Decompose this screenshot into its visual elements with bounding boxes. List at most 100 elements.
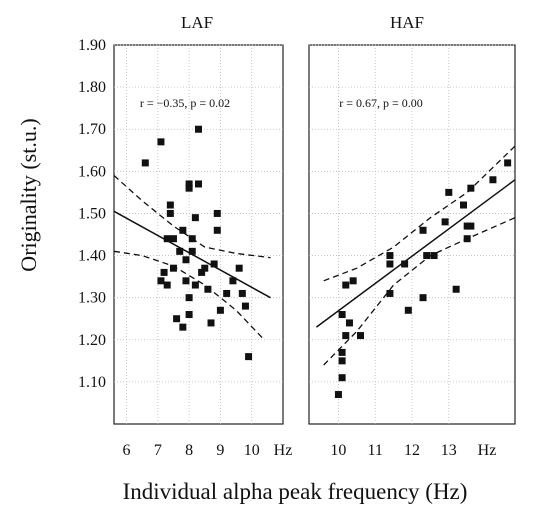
data-point-laf [198, 268, 206, 276]
y-axis-label: Originality (st.u.) [16, 118, 41, 271]
data-point-laf [191, 214, 199, 222]
data-point-haf [441, 218, 449, 226]
x-tick-label-laf: 9 [216, 442, 224, 459]
data-point-laf [207, 319, 215, 327]
data-point-haf [489, 176, 497, 184]
y-tick-label: 1.50 [78, 205, 106, 222]
x-tick-label-haf: 10 [330, 442, 346, 459]
data-point-haf [445, 188, 453, 196]
data-point-laf [166, 209, 174, 217]
data-point-haf [338, 374, 346, 382]
data-point-haf [463, 235, 471, 243]
data-point-laf [188, 235, 196, 243]
x-unit-label-laf: Hz [274, 442, 293, 459]
data-point-haf [467, 184, 475, 192]
x-tick-label-laf: 6 [123, 442, 131, 459]
data-point-haf [460, 201, 467, 209]
panel-laf: LAF 6 7 8 9 10 Hz 1.10 1.20 1.30 1.40 1.50 1.60 1.70… [78, 13, 292, 459]
data-point-haf [349, 277, 357, 285]
data-point-laf [141, 159, 149, 167]
ci-lower-laf [113, 250, 265, 341]
data-point-laf [182, 277, 190, 285]
data-point-laf [216, 306, 224, 314]
panel-haf: HAF 10 11 12 13 Hz r = 0.67, p = 0.00 [308, 13, 516, 459]
regression-line-haf [315, 179, 516, 328]
x-unit-label-haf: Hz [478, 442, 497, 459]
data-point-laf [163, 281, 171, 289]
data-point-laf [238, 289, 246, 297]
data-point-laf [185, 184, 193, 192]
x-tick-label-haf: 12 [404, 442, 420, 459]
data-point-haf [345, 319, 353, 327]
data-point-haf [334, 391, 342, 399]
data-point-laf [163, 235, 171, 243]
y-tick-label: 1.30 [78, 290, 106, 307]
y-tick-label: 1.20 [78, 332, 106, 349]
y-tick-label: 1.70 [78, 121, 106, 138]
data-point-laf [188, 247, 196, 255]
data-point-laf [169, 235, 177, 243]
ci-upper-laf [113, 175, 271, 259]
x-tick-label-haf: 13 [441, 442, 457, 459]
correlation-annotation-laf: r = −0.35, p = 0.02 [140, 96, 230, 110]
data-point-laf [169, 264, 177, 272]
y-tick-label: 1.90 [78, 37, 106, 54]
data-point-haf [419, 226, 427, 234]
data-point-haf [338, 348, 346, 356]
data-point-laf [179, 226, 187, 234]
data-point-laf [204, 285, 212, 293]
data-point-haf [342, 332, 350, 340]
data-point-haf [467, 222, 475, 230]
panel-title-laf: LAF [181, 13, 213, 32]
y-tick-label: 1.10 [78, 374, 106, 391]
data-point-haf [404, 306, 412, 314]
data-point-laf [245, 353, 253, 361]
correlation-annotation-haf: r = 0.67, p = 0.00 [339, 96, 423, 110]
data-point-laf [223, 289, 231, 297]
ci-lower-haf [323, 217, 516, 366]
data-point-laf [179, 323, 187, 331]
data-point-haf [386, 252, 394, 260]
x-tick-label-haf: 11 [368, 442, 383, 459]
x-tick-label-laf: 7 [154, 442, 162, 459]
x-tick-label-laf: 8 [185, 442, 193, 459]
data-point-laf [201, 264, 209, 272]
data-point-haf [463, 222, 471, 230]
data-point-haf [386, 289, 394, 297]
data-point-haf [401, 260, 409, 268]
data-point-laf [173, 315, 181, 323]
data-point-haf [430, 252, 438, 260]
data-point-laf [185, 311, 193, 319]
plot-frame-laf [113, 44, 284, 425]
data-point-laf [157, 277, 165, 285]
ci-upper-haf [323, 145, 516, 282]
data-point-haf [338, 311, 346, 319]
data-point-laf [229, 277, 237, 285]
data-point-laf [235, 264, 243, 272]
data-point-laf [157, 138, 165, 146]
data-point-laf [213, 226, 221, 234]
data-point-laf [160, 268, 168, 276]
y-tick-label: 1.60 [78, 163, 106, 180]
panel-title-haf: HAF [390, 13, 424, 32]
data-point-laf [195, 125, 202, 133]
data-point-haf [504, 159, 512, 167]
y-tick-label: 1.40 [78, 248, 106, 265]
x-tick-label-laf: 10 [244, 442, 260, 459]
data-point-haf [342, 281, 350, 289]
data-point-laf [182, 256, 190, 264]
data-point-laf [241, 302, 249, 310]
data-point-laf [191, 281, 199, 289]
data-point-laf [210, 260, 218, 268]
x-axis-label: Individual alpha peak frequency (Hz) [123, 479, 468, 504]
data-point-haf [386, 260, 394, 268]
data-point-haf [452, 285, 460, 293]
data-point-laf [213, 209, 221, 217]
data-point-haf [338, 357, 346, 365]
data-point-laf [185, 294, 193, 302]
data-point-haf [357, 332, 364, 340]
data-point-laf [195, 180, 202, 188]
y-tick-label: 1.80 [78, 79, 106, 96]
data-point-haf [423, 252, 431, 260]
